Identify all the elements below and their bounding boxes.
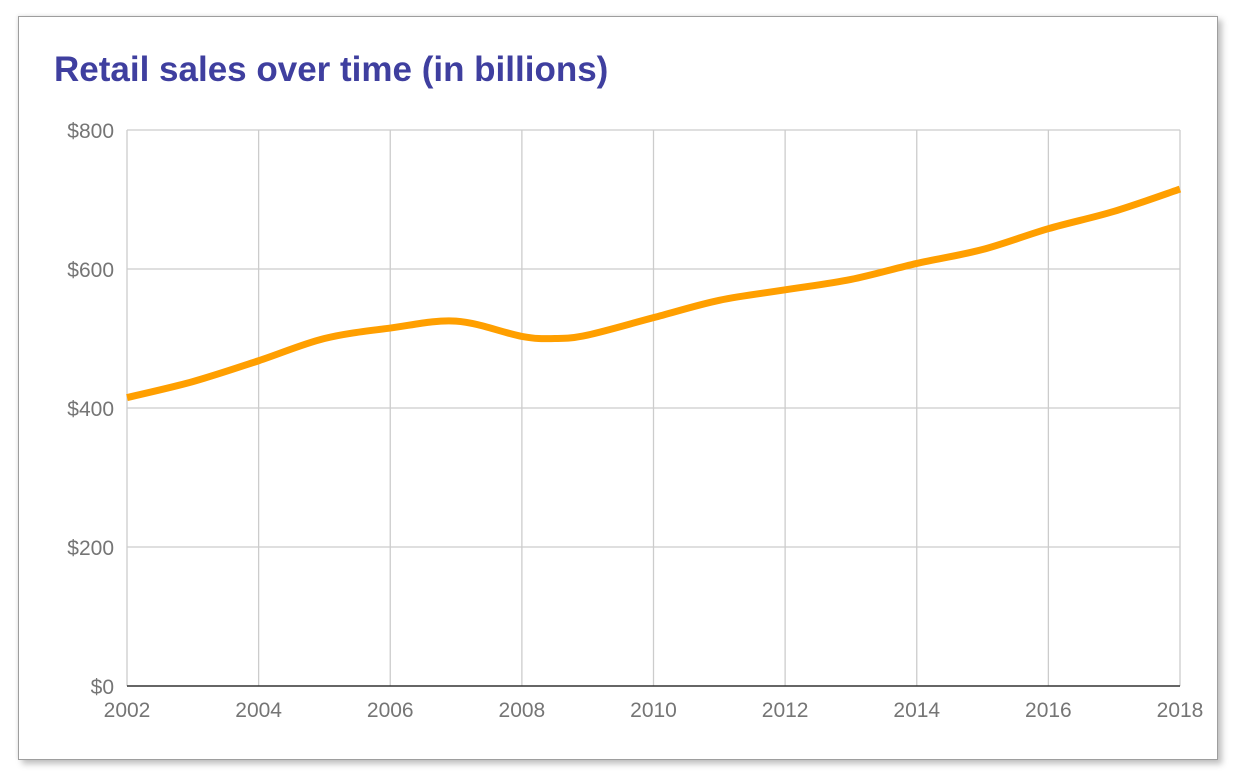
y-tick-label: $400 xyxy=(67,398,114,421)
x-tick-label: 2010 xyxy=(630,699,677,722)
y-tick-label: $200 xyxy=(67,537,114,560)
x-tick-label: 2012 xyxy=(762,699,809,722)
y-tick-label: $600 xyxy=(67,259,114,282)
series-line-0 xyxy=(126,185,1182,401)
x-tick-label: 2004 xyxy=(235,699,282,722)
x-tick-label: 2006 xyxy=(367,699,414,722)
x-tick-label: 2016 xyxy=(1025,699,1072,722)
series-layer xyxy=(126,185,1182,401)
y-tick-label: $0 xyxy=(91,676,114,699)
x-tick-label: 2018 xyxy=(1157,699,1204,722)
gridlines xyxy=(126,129,1181,686)
x-tick-label: 2002 xyxy=(104,699,151,722)
chart-title: Retail sales over time (in billions) xyxy=(54,50,609,89)
chart-card xyxy=(18,16,1218,760)
tick-labels: $0 $200 $400 $600 $800 2002 2004 2006 2008 2010 20… xyxy=(67,120,1203,722)
x-tick-label: 2014 xyxy=(893,699,940,722)
x-tick-label: 2008 xyxy=(499,699,546,722)
y-tick-label: $800 xyxy=(67,120,114,143)
